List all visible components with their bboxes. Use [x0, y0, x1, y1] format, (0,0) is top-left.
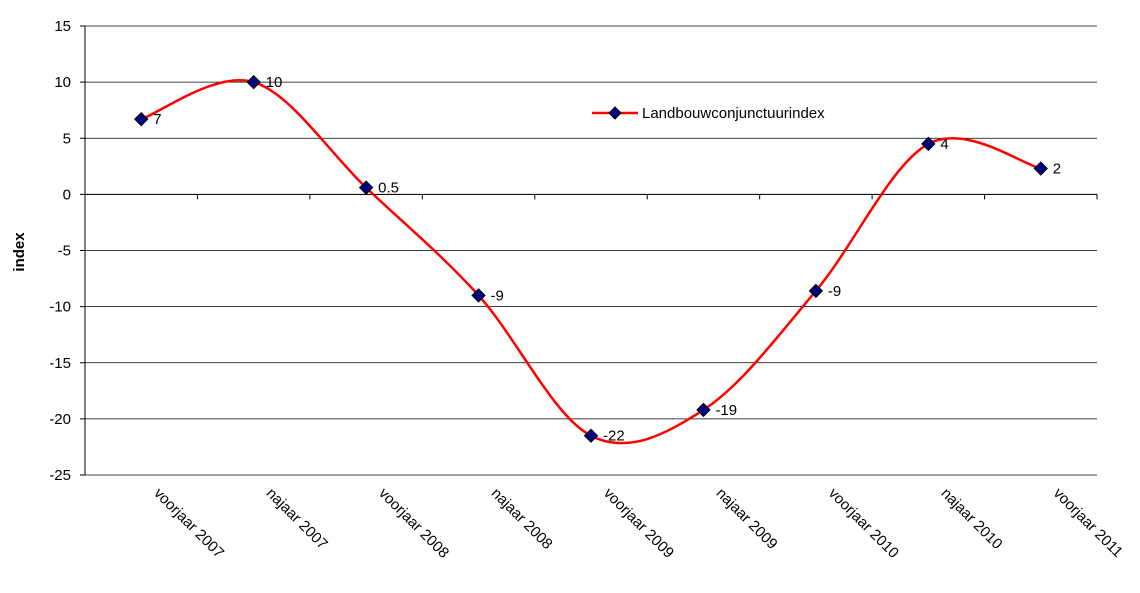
- data-point-marker: [246, 74, 261, 90]
- axes: [80, 25, 1098, 476]
- x-tick-label: voorjaar 2008: [375, 485, 452, 562]
- data-label: 2: [1053, 161, 1061, 178]
- y-axis-title: index: [11, 232, 28, 272]
- data-point-marker: [471, 288, 486, 303]
- series-line: [140, 79, 1042, 445]
- data-point-marker: [358, 180, 374, 195]
- data-point-marker: [1033, 161, 1048, 176]
- legend-label: Landbouwconjunctuurindex: [642, 105, 825, 122]
- y-tick-label: 15: [54, 18, 71, 35]
- data-label: 7: [153, 111, 161, 128]
- y-tick-label: -20: [49, 411, 71, 428]
- x-tick-label: najaar 2007: [263, 485, 331, 553]
- y-tick-label: 10: [54, 74, 71, 91]
- data-label: -19: [715, 402, 737, 419]
- x-tick-label: najaar 2010: [938, 485, 1006, 553]
- x-tick-label: voorjaar 2009: [600, 485, 677, 562]
- y-tick-label: -15: [49, 355, 71, 372]
- data-label: 0.5: [378, 180, 399, 197]
- data-label: -9: [491, 287, 504, 304]
- data-point-marker: [921, 136, 936, 152]
- data-label: 4: [940, 136, 948, 153]
- data-point-marker: [583, 428, 599, 443]
- data-label: -22: [603, 428, 625, 445]
- data-point-marker: [808, 283, 824, 299]
- x-tick-label: voorjaar 2007: [150, 485, 227, 562]
- gridlines: [85, 25, 1097, 476]
- data-point-marker: [134, 111, 149, 127]
- x-tick-label: najaar 2009: [713, 485, 781, 553]
- y-tick-label: -10: [49, 299, 71, 316]
- y-tick-label: -5: [58, 243, 71, 260]
- y-tick-label: -25: [49, 467, 71, 484]
- x-tick-label: voorjaar 2010: [825, 485, 902, 562]
- legend-marker: [608, 106, 622, 120]
- data-labels: 7 10 0.5 -9 -22 -19 -9 4 2: [153, 74, 1061, 445]
- series-markers: [134, 74, 1048, 443]
- data-label: 10: [266, 74, 283, 91]
- x-tick-label: najaar 2008: [488, 485, 556, 553]
- series-line-group: [140, 79, 1042, 445]
- data-label: -9: [828, 283, 841, 300]
- y-tick-label: 5: [63, 130, 71, 147]
- y-tick-label: 0: [63, 186, 71, 203]
- data-point-marker: [696, 402, 711, 418]
- x-tick-label: voorjaar 2011: [1050, 485, 1126, 561]
- y-tick-labels: 15 10 5 0 -5 -10 -15 -20 -25: [49, 18, 71, 484]
- x-tick-labels: voorjaar 2007 najaar 2007 voorjaar 2008 naj…: [150, 485, 1126, 562]
- legend: Landbouwconjunctuurindex: [592, 105, 825, 122]
